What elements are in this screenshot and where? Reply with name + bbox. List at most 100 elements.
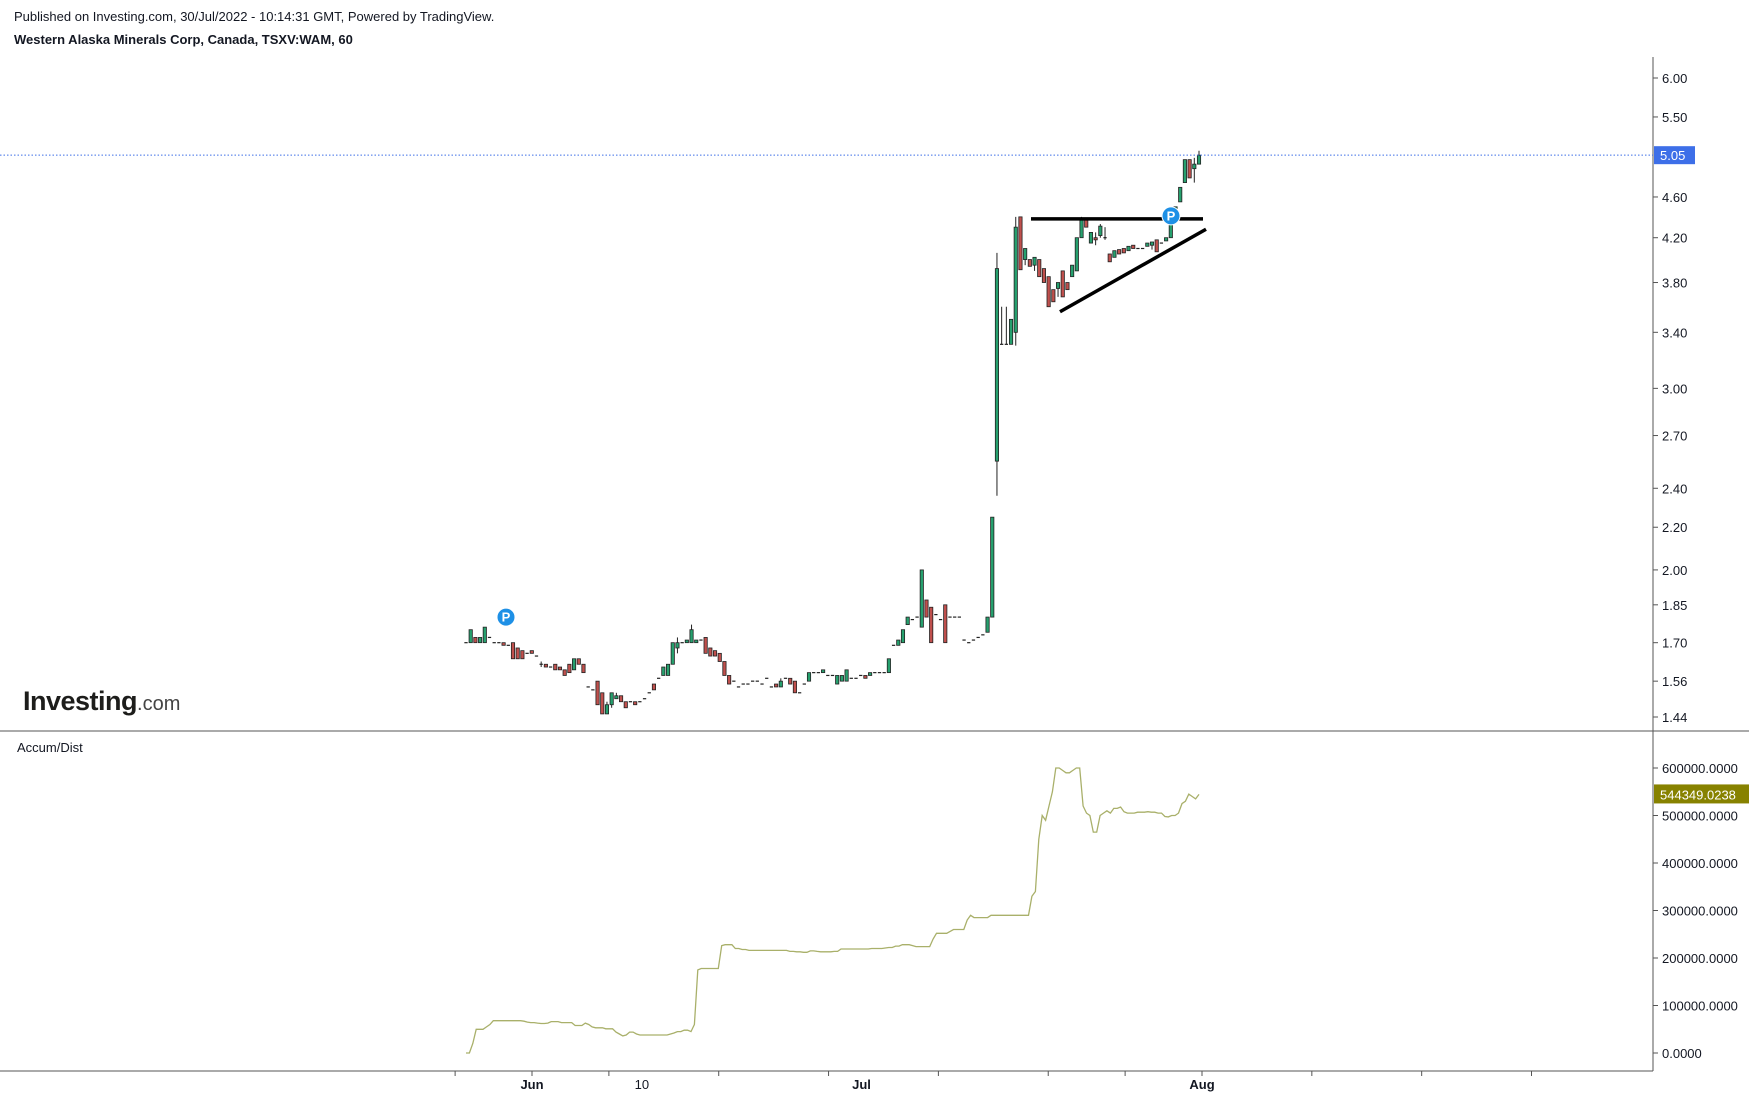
candle-up [900,629,906,644]
logo-main: Investing [23,686,138,716]
candle-body [609,692,614,706]
candle-body [727,675,732,685]
candle-up [1103,227,1107,240]
candle-down [929,606,934,644]
p-marker-icon: P [496,607,516,627]
candle-down [1018,216,1023,271]
candle-body [788,677,793,685]
candles-layer [464,150,1202,715]
candle-body [614,695,619,700]
candle-body [990,516,995,618]
candle-body [821,669,826,674]
candle-body [619,695,624,703]
candle-body [1079,218,1084,239]
candle-body [943,604,948,644]
candle-down [473,637,478,644]
candle-up [1178,186,1183,203]
candle-up [1013,216,1018,346]
x-tick-label: Jul [852,1077,871,1092]
candle-up [1192,157,1197,183]
candle-body [1055,282,1061,289]
candle-up [572,658,577,671]
ad-tick-label: 100000.0000 [1662,999,1738,1014]
ad-last-badge [1654,784,1749,804]
candle-body [661,666,666,676]
symbol-title: Western Alaska Minerals Corp, Canada, TS… [14,32,353,47]
candle-body [905,616,910,626]
candle-body [1032,256,1037,266]
candle-body [1178,186,1183,203]
last-price-label: 5.05 [1660,148,1685,163]
candle-down [943,604,948,644]
candle-body [886,658,891,674]
candle-body [1037,259,1042,278]
candle-body [600,692,605,715]
candle-down [1041,268,1046,283]
candle-up [844,669,849,682]
candle-up [886,658,891,674]
accum-dist-layer [466,767,1200,1054]
price-tick-label: 4.60 [1662,190,1687,205]
candle-down [788,677,793,685]
candle-body [712,650,718,657]
price-tick-label: 1.44 [1662,710,1687,725]
candle-up [1070,264,1075,278]
candle-body [562,669,567,676]
candle-body [604,704,610,715]
candle-up [675,637,680,654]
candle-body [774,683,779,688]
x-tick-label: 10 [635,1077,649,1092]
chart-structure [0,57,1749,1076]
candle-body [1060,270,1065,298]
price-tick-label: 3.40 [1662,325,1687,340]
candle-body [675,642,680,649]
candle-body [1013,226,1018,333]
candle-body [708,647,713,657]
candle-body [1027,259,1032,267]
candle-body [633,701,638,706]
price-tick-label: 2.20 [1662,520,1687,535]
candle-body [651,683,656,691]
candle-down [1107,253,1112,263]
candle-body [1187,159,1192,179]
candle-down [562,669,567,676]
candle-body [868,672,873,676]
candle-down [1154,239,1159,253]
candle-body [1093,237,1098,241]
candle-down [1117,249,1122,255]
candle-up [1126,245,1131,252]
p-marker-circle [1161,206,1181,226]
candle-up [1145,242,1150,247]
candle-up [1088,232,1093,244]
candle-up [990,516,995,618]
candle-up [670,642,675,665]
candle-body [501,642,506,646]
ad-last-label: 544349.0238 [1660,787,1736,802]
candle-up [1112,250,1117,258]
logo-suffix: .com [137,693,181,715]
candle-body [576,658,581,665]
candle-body [1070,264,1075,278]
candle-body [694,639,699,644]
candle-down [553,663,558,671]
candle-down [600,692,605,715]
candle-down [1046,276,1051,308]
candle-body [581,663,586,674]
candle-up [1000,306,1004,345]
ad-tick-label: 0.0000 [1662,1046,1702,1061]
candle-down [717,652,722,662]
p-marker-circle [496,607,516,627]
candle-body [1009,318,1014,345]
ad-tick-label: 300000.0000 [1662,904,1738,919]
price-tick-label: 3.80 [1662,276,1687,291]
candle-body [835,675,840,685]
price-tick-label: 1.85 [1662,598,1687,613]
candle-down [1065,282,1070,291]
candle-up [482,626,487,644]
candle-down [651,683,656,691]
candle-body [529,650,534,654]
candle-down [1121,248,1126,254]
candle-up [1182,159,1187,184]
candle-body [985,616,990,633]
